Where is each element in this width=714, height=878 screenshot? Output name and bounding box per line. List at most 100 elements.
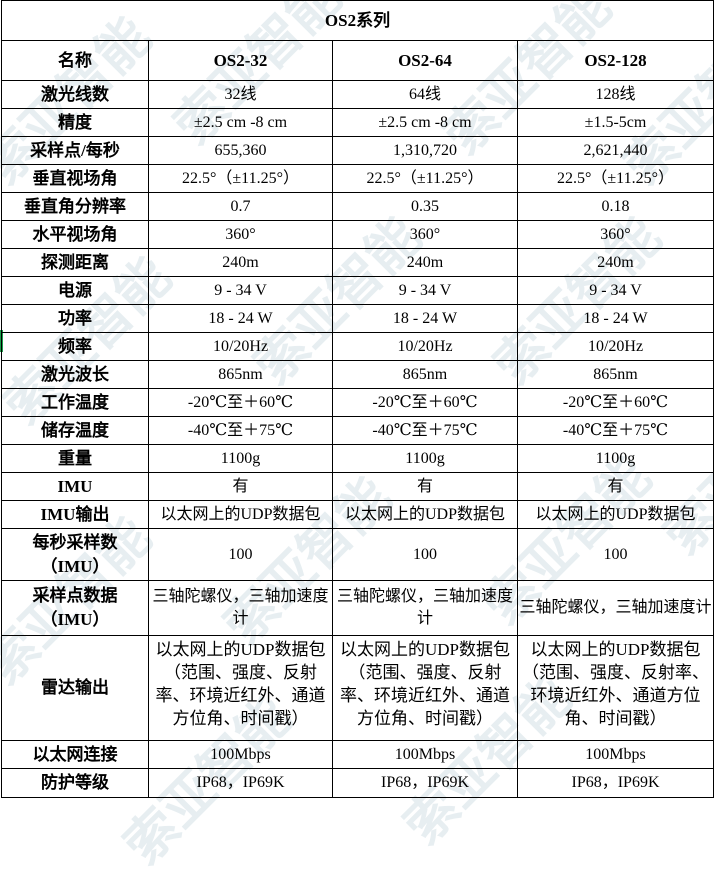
cell-value: OS2-128 — [517, 40, 714, 81]
row-label: 采样点/每秒 — [1, 136, 149, 165]
radar-output-text: 以太网上的UDP数据包（范围、强度、反射率、环境近红外、通道方位角、时间戳） — [339, 640, 510, 728]
cell-value: 22.5°（±11.25°） — [148, 164, 333, 193]
row-label: 探测距离 — [1, 248, 149, 277]
cell-value: 0.35 — [332, 192, 518, 221]
cell-value: 以太网上的UDP数据包 — [148, 500, 333, 529]
cell-value: OS2-32 — [148, 40, 333, 81]
cell-value: 18 - 24 W — [517, 304, 714, 333]
table-row: 采样点数据（IMU） 三轴陀螺仪，三轴加速度计 三轴陀螺仪，三轴加速度计 三轴陀螺仪，… — [1, 580, 714, 636]
cell-value: 三轴陀螺仪，三轴加速度计 — [148, 580, 333, 636]
cell-value: 1100g — [148, 444, 333, 473]
table-row: 频率 10/20Hz 10/20Hz 10/20Hz — [1, 332, 714, 361]
cell-value: 22.5°（±11.25°） — [332, 164, 518, 193]
row-label: 激光波长 — [1, 360, 149, 389]
table-title: OS2系列 — [1, 0, 714, 41]
table-row: 水平视场角 360° 360° 360° — [1, 220, 714, 249]
table-row: 精度 ±2.5 cm -8 cm ±2.5 cm -8 cm ±1.5-5cm — [1, 108, 714, 137]
row-label: 激光线数 — [1, 80, 149, 109]
cell-value: 360° — [332, 220, 518, 249]
row-label: 功率 — [1, 304, 149, 333]
row-label: 重量 — [1, 444, 149, 473]
table-row: IMU 有有有 — [1, 472, 714, 501]
cell-value: IP68，IP69K — [332, 768, 518, 798]
row-label: 垂直角分辨率 — [1, 192, 149, 221]
cell-value: 以太网上的UDP数据包 — [517, 500, 714, 529]
table-row: 探测距离 240m 240m 240m — [1, 248, 714, 277]
cell-value: -40℃至＋75℃ — [148, 416, 333, 445]
table-row: 垂直角分辨率 0.7 0.35 0.18 — [1, 192, 714, 221]
table-row: 以太网连接 100Mbps 100Mbps 100Mbps — [1, 740, 714, 769]
cell-value: IP68，IP69K — [148, 768, 333, 798]
row-label: 防护等级 — [1, 768, 149, 798]
row-label: 雷达输出 — [1, 635, 149, 741]
cell-value: -40℃至＋75℃ — [517, 416, 714, 445]
table-row: 雷达输出 以太网上的UDP数据包（范围、强度、反射率、环境近红外、通道方位角、时间… — [1, 635, 714, 741]
cell-value: OS2-64 — [332, 40, 518, 81]
cell-value: 1100g — [517, 444, 714, 473]
table-row: 垂直视场角 22.5°（±11.25°） 22.5°（±11.25°） 22.5°（±… — [1, 164, 714, 193]
radar-output-text: 以太网上的UDP数据包（范围、强度、反射率、环境近红外、通道方位角、时间戳） — [522, 640, 709, 728]
cell-value: 100Mbps — [332, 740, 518, 769]
cell-value: 以太网上的UDP数据包（范围、强度、反射率、环境近红外、通道方位角、时间戳） — [517, 635, 714, 741]
table-row: 激光线数 32线 64线 128线 — [1, 80, 714, 109]
spec-table: OS2系列 名称 OS2-32 OS2-64 OS2-128 激光线数 32线 64线 128… — [1, 0, 714, 798]
cell-value: 0.7 — [148, 192, 333, 221]
cell-value: -40℃至＋75℃ — [332, 416, 518, 445]
table-row: 每秒采样数（IMU） 100 100 100 — [1, 528, 714, 581]
cell-value: 240m — [148, 248, 333, 277]
cell-value: 18 - 24 W — [148, 304, 333, 333]
cell-value: 865nm — [517, 360, 714, 389]
cell-value: 有 — [148, 472, 333, 501]
cell-value: 240m — [332, 248, 518, 277]
cell-value: 10/20Hz — [148, 332, 333, 361]
cell-value: 9 - 34 V — [332, 276, 518, 305]
cell-value: 以太网上的UDP数据包（范围、强度、反射率、环境近红外、通道方位角、时间戳） — [148, 635, 333, 741]
cell-value: 865nm — [332, 360, 518, 389]
table-row: 名称 OS2-32 OS2-64 OS2-128 — [1, 40, 714, 81]
cell-value: 10/20Hz — [332, 332, 518, 361]
row-label: 以太网连接 — [1, 740, 149, 769]
cell-value: 655,360 — [148, 136, 333, 165]
cell-value: 有 — [517, 472, 714, 501]
cell-value: -20℃至＋60℃ — [517, 388, 714, 417]
cell-value: 64线 — [332, 80, 518, 109]
cell-value: 100 — [332, 528, 518, 581]
cell-value: 100 — [148, 528, 333, 581]
cell-value: 1100g — [332, 444, 518, 473]
cell-value: ±1.5-5cm — [517, 108, 714, 137]
cell-value: 10/20Hz — [517, 332, 714, 361]
table-row: 采样点/每秒 655,360 1,310,720 2,621,440 — [1, 136, 714, 165]
cell-value: -20℃至＋60℃ — [332, 388, 518, 417]
cell-value: 22.5°（±11.25°） — [517, 164, 714, 193]
table-row: IMU输出 以太网上的UDP数据包 以太网上的UDP数据包 以太网上的UDP数据包 — [1, 500, 714, 529]
cell-value: ±2.5 cm -8 cm — [148, 108, 333, 137]
cell-value: 9 - 34 V — [148, 276, 333, 305]
cell-value: 1,310,720 — [332, 136, 518, 165]
cell-value: 以太网上的UDP数据包 — [332, 500, 518, 529]
row-label: 垂直视场角 — [1, 164, 149, 193]
cell-value: 128线 — [517, 80, 714, 109]
cell-value: 2,621,440 — [517, 136, 714, 165]
table-row: 功率 18 - 24 W 18 - 24 W 18 - 24 W — [1, 304, 714, 333]
radar-output-text: 以太网上的UDP数据包（范围、强度、反射率、环境近红外、通道方位角、时间戳） — [155, 640, 326, 728]
row-label: 每秒采样数（IMU） — [1, 528, 149, 581]
cell-value: 100 — [517, 528, 714, 581]
cell-value: ±2.5 cm -8 cm — [332, 108, 518, 137]
cell-value: 360° — [148, 220, 333, 249]
table-row: 储存温度 -40℃至＋75℃ -40℃至＋75℃ -40℃至＋75℃ — [1, 416, 714, 445]
table-row: 防护等级 IP68，IP69K IP68，IP69K IP68，IP69K — [1, 768, 714, 798]
cell-value: 以太网上的UDP数据包（范围、强度、反射率、环境近红外、通道方位角、时间戳） — [332, 635, 518, 741]
row-label: 工作温度 — [1, 388, 149, 417]
cell-value: 9 - 34 V — [517, 276, 714, 305]
cell-value: 360° — [517, 220, 714, 249]
cell-value: 100Mbps — [148, 740, 333, 769]
cell-value: 18 - 24 W — [332, 304, 518, 333]
row-label: IMU — [1, 472, 149, 501]
row-label: 名称 — [1, 40, 149, 81]
cell-value: 240m — [517, 248, 714, 277]
table-row: 重量 1100g 1100g 1100g — [1, 444, 714, 473]
row-label: 储存温度 — [1, 416, 149, 445]
cell-value: 32线 — [148, 80, 333, 109]
cell-value: 三轴陀螺仪，三轴加速度计 — [332, 580, 518, 636]
